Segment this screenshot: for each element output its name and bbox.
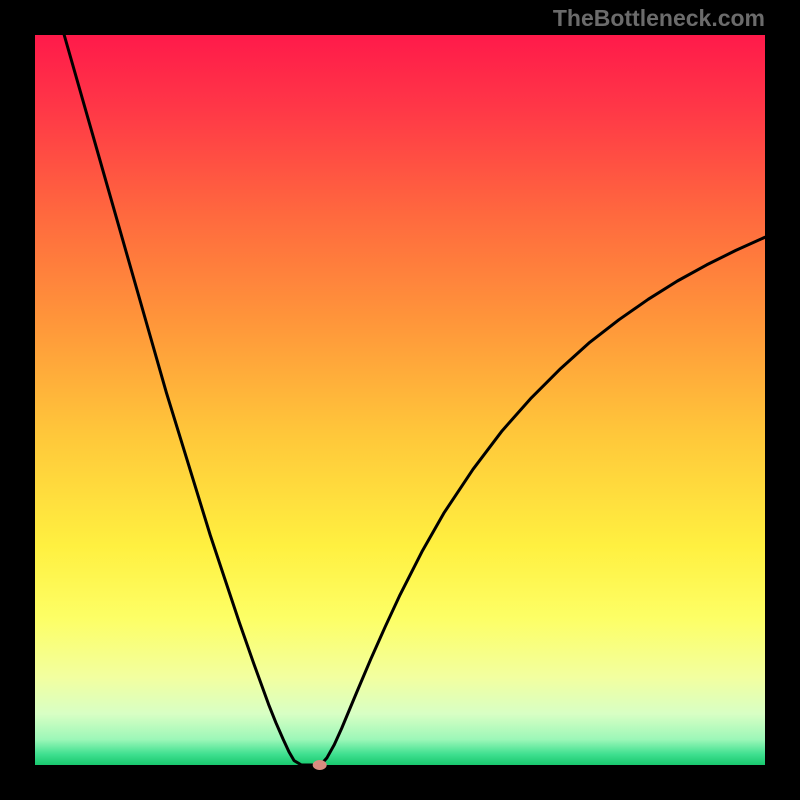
chart-frame: TheBottleneck.com [0, 0, 800, 800]
plot-area [35, 35, 765, 765]
watermark-text: TheBottleneck.com [553, 5, 765, 32]
